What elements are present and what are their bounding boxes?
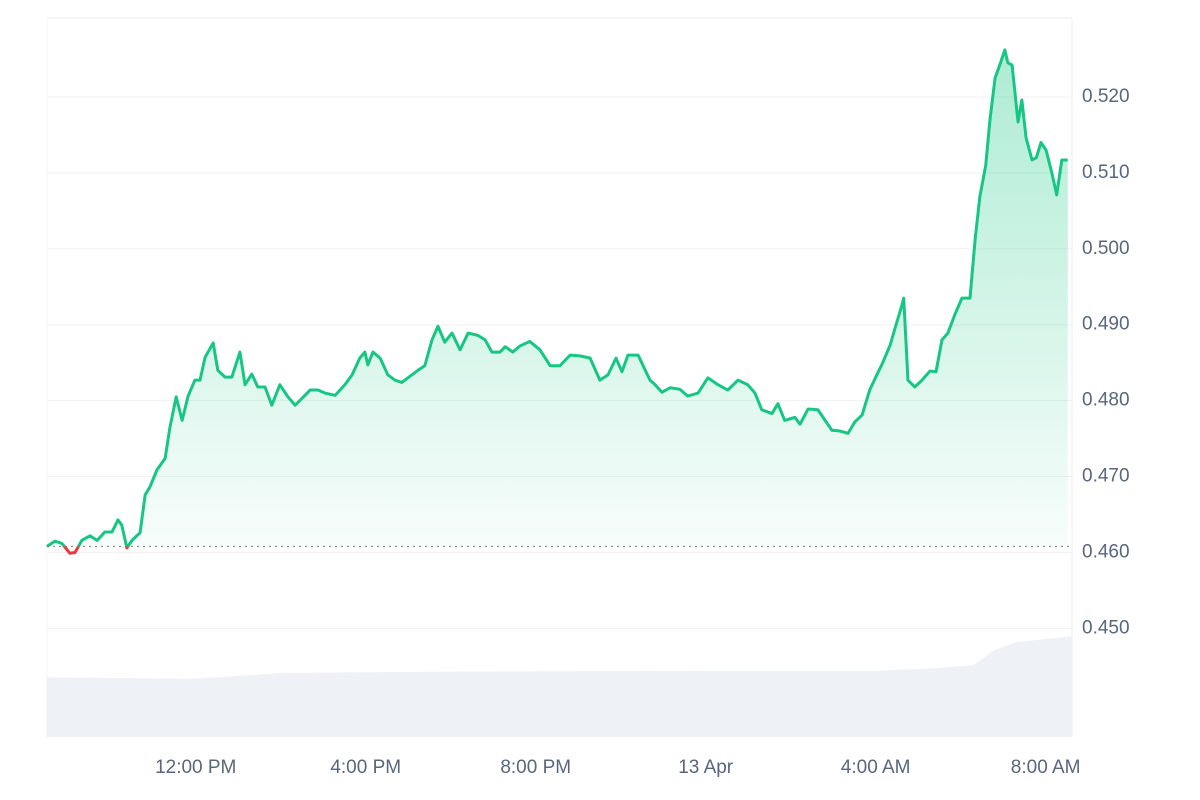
x-tick-label: 8:00 AM xyxy=(1011,757,1081,778)
y-tick-label: 0.470 xyxy=(1082,466,1130,487)
x-tick-label: 8:00 PM xyxy=(500,757,571,778)
y-tick-label: 0.520 xyxy=(1082,86,1130,107)
y-tick-label: 0.490 xyxy=(1082,314,1130,335)
x-tick-label: 4:00 PM xyxy=(330,757,401,778)
y-tick-label: 0.450 xyxy=(1082,617,1130,638)
y-tick-label: 0.510 xyxy=(1082,162,1130,183)
price-line-up xyxy=(46,48,1068,547)
volume-area xyxy=(47,636,1072,737)
x-tick-label: 12:00 PM xyxy=(155,757,236,778)
area-fill xyxy=(47,49,1068,547)
y-tick-label: 0.480 xyxy=(1082,390,1130,411)
y-tick-label: 0.460 xyxy=(1082,542,1130,563)
x-tick-label: 13 Apr xyxy=(678,757,734,778)
y-tick-label: 0.500 xyxy=(1082,238,1130,259)
x-tick-label: 4:00 AM xyxy=(841,757,911,778)
